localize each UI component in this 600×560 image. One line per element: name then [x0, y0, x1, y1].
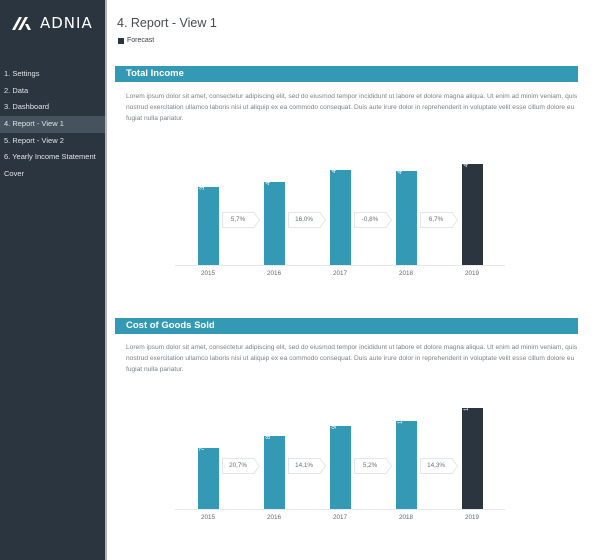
- bar-value-label: 998: [331, 418, 338, 429]
- change-callout: -0,8%: [354, 212, 392, 228]
- section-title-total-income: Total Income: [115, 66, 578, 82]
- bar-2017: 4 721: [330, 158, 351, 265]
- bar-2019-forecast: 4 998: [462, 152, 483, 265]
- x-axis-label: 2015: [200, 270, 215, 277]
- x-axis-label: 2019: [464, 270, 479, 277]
- arrow-callout-icon: [354, 458, 392, 474]
- x-axis-label: 2016: [266, 270, 281, 277]
- sidebar-item-report-view-2[interactable]: 5. Report - View 2: [4, 135, 64, 145]
- forecast-swatch-icon: [118, 37, 124, 44]
- change-callout: 5,7%: [222, 212, 260, 228]
- chart-baseline: [175, 265, 505, 266]
- change-value: -0,8%: [361, 216, 379, 223]
- bar-2019-forecast: 1 200: [462, 396, 483, 509]
- bar-2018: 1 050: [396, 409, 417, 509]
- change-callout: 16,0%: [288, 212, 326, 228]
- bar-value-label: 4 071: [265, 169, 272, 185]
- bar-2016: 4 071: [264, 170, 285, 265]
- arrow-callout-icon: [354, 212, 392, 228]
- change-value: 20,7%: [229, 462, 247, 469]
- section-description-cost-of-goods-sold: Lorem ipsum dolor sit amet, consectetur …: [126, 344, 578, 373]
- chart-baseline: [175, 509, 505, 510]
- change-value: 5,7%: [230, 216, 246, 223]
- content-divider: [105, 0, 107, 560]
- sidebar-item-settings[interactable]: 1. Settings: [4, 69, 40, 78]
- bar-value-label: 875: [265, 428, 272, 439]
- change-value: 6,7%: [428, 216, 444, 223]
- change-value: 16,0%: [295, 216, 313, 223]
- arrow-callout-icon: [420, 458, 458, 474]
- x-axis-label: 2017: [332, 270, 347, 277]
- bar-value-label: 1 050: [397, 408, 404, 424]
- change-callout: 20,7%: [222, 458, 260, 474]
- forecast-legend: Forecast: [118, 37, 154, 44]
- arrow-callout-icon: [288, 458, 326, 474]
- sidebar: ADNIA 1. Settings 2. Data 3. Dashboard 4…: [0, 0, 105, 560]
- change-value: 14,3%: [427, 462, 445, 469]
- x-axis-label: 2015: [200, 514, 215, 521]
- change-callout: 6,7%: [420, 212, 458, 228]
- bar-2016: 875: [264, 429, 285, 509]
- sidebar-item-cover[interactable]: Cover: [4, 169, 25, 179]
- arrow-callout-icon: [288, 212, 326, 228]
- x-axis-label: 2019: [464, 514, 479, 521]
- x-axis-label: 2017: [332, 514, 347, 521]
- sidebar-nav: 1. Settings 2. Data 3. Dashboard 4. Repo…: [0, 66, 105, 183]
- sidebar-item-data[interactable]: 2. Data: [4, 85, 29, 95]
- arrow-callout-icon: [222, 458, 260, 474]
- bar-2018: 4 683: [396, 159, 417, 265]
- chart-cost-of-goods-sold: 725 875 998 1 050 1 200 20,7% 14,1% 5,2%…: [175, 395, 505, 525]
- sidebar-item-report-view-1[interactable]: 4. Report - View 1: [0, 116, 105, 133]
- section-description-total-income: Lorem ipsum dolor sit amet, consectetur …: [126, 93, 578, 122]
- bar-value-label: 4 683: [397, 158, 404, 174]
- change-callout: 5,2%: [354, 458, 392, 474]
- bar-value-label: 3 850: [199, 174, 206, 190]
- sidebar-item-dashboard[interactable]: 3. Dashboard: [4, 102, 50, 112]
- change-callout: 14,3%: [420, 458, 458, 474]
- page-title: 4. Report - View 1: [117, 16, 217, 30]
- adnia-logo-icon: [12, 16, 31, 30]
- bar-value-label: 4 721: [331, 157, 338, 173]
- x-axis-label: 2016: [266, 514, 281, 521]
- bar-value-label: 4 998: [463, 151, 470, 167]
- arrow-callout-icon: [222, 212, 260, 228]
- section-title-cost-of-goods-sold: Cost of Goods Sold: [115, 318, 578, 334]
- x-axis-label: 2018: [398, 270, 413, 277]
- x-axis-label: 2018: [398, 514, 413, 521]
- logo: ADNIA: [12, 14, 93, 32]
- change-value: 5,2%: [362, 462, 378, 469]
- chart-total-income: 3 850 4 071 4 721 4 683 4 998 5,7% 16,0%…: [175, 150, 505, 280]
- bar-value-label: 725: [199, 440, 206, 451]
- arrow-callout-icon: [420, 212, 458, 228]
- change-callout: 14,1%: [288, 458, 326, 474]
- sidebar-item-yearly-income-statement[interactable]: 6. Yearly Income Statement: [4, 152, 96, 162]
- logo-text: ADNIA: [40, 14, 93, 32]
- bar-2015: 725: [198, 441, 219, 509]
- bar-2017: 998: [330, 419, 351, 509]
- bar-2015: 3 850: [198, 175, 219, 265]
- forecast-legend-label: Forecast: [127, 37, 155, 44]
- change-value: 14,1%: [295, 462, 313, 469]
- bar-value-label: 1 200: [463, 395, 470, 411]
